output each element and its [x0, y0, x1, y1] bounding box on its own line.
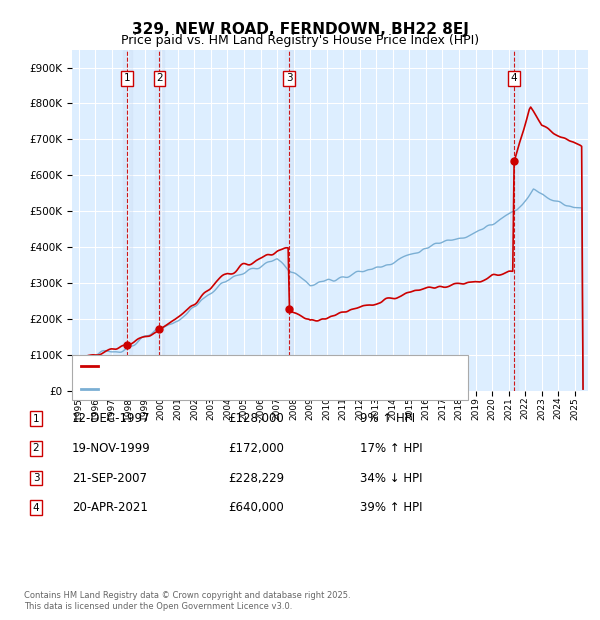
- Text: 39% ↑ HPI: 39% ↑ HPI: [360, 502, 422, 514]
- Text: 329, NEW ROAD, FERNDOWN, BH22 8EJ (detached house): 329, NEW ROAD, FERNDOWN, BH22 8EJ (detac…: [99, 361, 401, 371]
- Bar: [155, 50, 164, 391]
- Text: 12-DEC-1997: 12-DEC-1997: [72, 412, 151, 425]
- Text: 329, NEW ROAD, FERNDOWN, BH22 8EJ: 329, NEW ROAD, FERNDOWN, BH22 8EJ: [131, 22, 469, 37]
- Text: 4: 4: [511, 73, 517, 83]
- Text: 3: 3: [286, 73, 292, 83]
- Text: £128,000: £128,000: [228, 412, 284, 425]
- Text: 20-APR-2021: 20-APR-2021: [72, 502, 148, 514]
- Text: 34% ↓ HPI: 34% ↓ HPI: [360, 472, 422, 484]
- Text: 19-NOV-1999: 19-NOV-1999: [72, 442, 151, 454]
- Bar: [285, 50, 293, 391]
- Text: £228,229: £228,229: [228, 472, 284, 484]
- Text: 2: 2: [156, 73, 163, 83]
- Text: 1: 1: [124, 73, 131, 83]
- Text: Price paid vs. HM Land Registry's House Price Index (HPI): Price paid vs. HM Land Registry's House …: [121, 34, 479, 47]
- Text: 1: 1: [32, 414, 40, 423]
- Text: 9% ↑ HPI: 9% ↑ HPI: [360, 412, 415, 425]
- Text: 21-SEP-2007: 21-SEP-2007: [72, 472, 147, 484]
- Bar: [123, 50, 131, 391]
- Text: £640,000: £640,000: [228, 502, 284, 514]
- Text: 17% ↑ HPI: 17% ↑ HPI: [360, 442, 422, 454]
- Text: HPI: Average price, detached house, Dorset: HPI: Average price, detached house, Dors…: [99, 384, 326, 394]
- Text: £172,000: £172,000: [228, 442, 284, 454]
- Text: 3: 3: [32, 473, 40, 483]
- Text: Contains HM Land Registry data © Crown copyright and database right 2025.
This d: Contains HM Land Registry data © Crown c…: [24, 591, 350, 611]
- Bar: [509, 50, 518, 391]
- Text: 2: 2: [32, 443, 40, 453]
- Text: 4: 4: [32, 503, 40, 513]
